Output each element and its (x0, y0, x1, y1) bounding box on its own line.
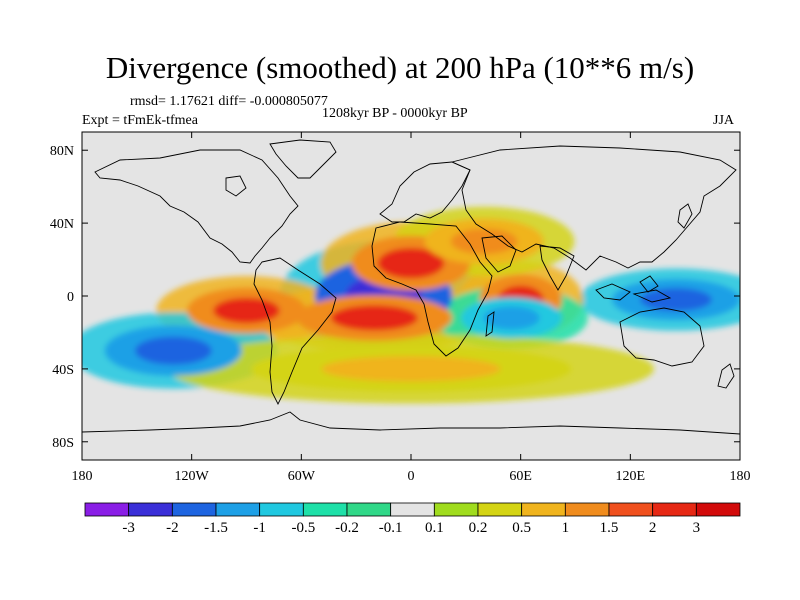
colorbar-swatch (215, 502, 261, 517)
x-tick-label: 60W (288, 469, 316, 484)
colorbar-label: -0.5 (291, 520, 315, 536)
x-tick-label: 60E (509, 469, 532, 484)
colorbar-swatch (521, 502, 566, 517)
colorbar-swatch (433, 502, 479, 517)
y-tick-label: 40S (52, 363, 74, 378)
colorbar-swatch (564, 502, 610, 517)
field-core-southern-ocean-divergence (321, 356, 501, 382)
field-core-north-africa-divergence (450, 228, 518, 255)
field-core-west-pacific-convergence (640, 288, 712, 312)
field-core-south-atlantic-divergence (330, 305, 418, 331)
colorbar-label: -1 (253, 520, 266, 536)
x-tick-label: 120W (175, 469, 210, 484)
y-tick-label: 0 (67, 290, 74, 305)
y-tick-label: 80S (52, 436, 74, 451)
chart-title: Divergence (smoothed) at 200 hPa (10**6 … (105, 50, 695, 85)
colorbar-label: -1.5 (204, 520, 228, 536)
field-core-indian-ocean-convergence (483, 306, 540, 330)
colorbar-label: 1 (562, 520, 570, 536)
colorbar-swatch (128, 502, 173, 517)
colorbar-label: 0.1 (425, 520, 444, 536)
colorbar-swatch (652, 502, 697, 517)
field-core-south-pacific-convergence (135, 336, 212, 365)
colorbar-label: -2 (166, 520, 179, 536)
colorbar-swatch (84, 502, 130, 517)
colorbar-swatch (346, 502, 392, 517)
y-tick-label: 40N (50, 217, 74, 232)
y-tick-label: 80N (50, 144, 74, 159)
coastlines (82, 139, 740, 435)
colorbar-swatch (171, 502, 217, 517)
colorbar-swatch (259, 502, 304, 517)
colorbar-swatch (608, 502, 654, 517)
colorbar-label: -0.2 (335, 520, 359, 536)
colorbar-swatch (302, 502, 348, 517)
colorbar-label: 0.2 (469, 520, 488, 536)
x-tick-label: 120E (616, 469, 646, 484)
stats-text: rmsd= 1.17621 diff= -0.000805077 (130, 94, 328, 109)
experiment-label: Expt = tFmEk-tfmea (82, 113, 198, 128)
colorbar-swatch (695, 502, 741, 517)
colorbar-swatch (390, 502, 435, 517)
period-label: 1208kyr BP - 0000kyr BP (322, 106, 468, 121)
field-core-west-africa-divergence (377, 247, 445, 279)
field-core-east-pacific-divergence (213, 297, 280, 324)
colorbar-label: 3 (693, 520, 701, 536)
colorbar-label: 0.5 (512, 520, 531, 536)
colorbar-label: 2 (649, 520, 657, 536)
x-tick-label: 0 (408, 469, 415, 484)
x-tick-label: 180 (72, 469, 93, 484)
colorbar-label: -3 (122, 520, 135, 536)
season-label: JJA (713, 113, 735, 128)
colorbar-swatch (477, 502, 523, 517)
colorbar-label: 1.5 (600, 520, 619, 536)
colorbar-label: -0.1 (379, 520, 403, 536)
x-tick-label: 180 (730, 469, 751, 484)
